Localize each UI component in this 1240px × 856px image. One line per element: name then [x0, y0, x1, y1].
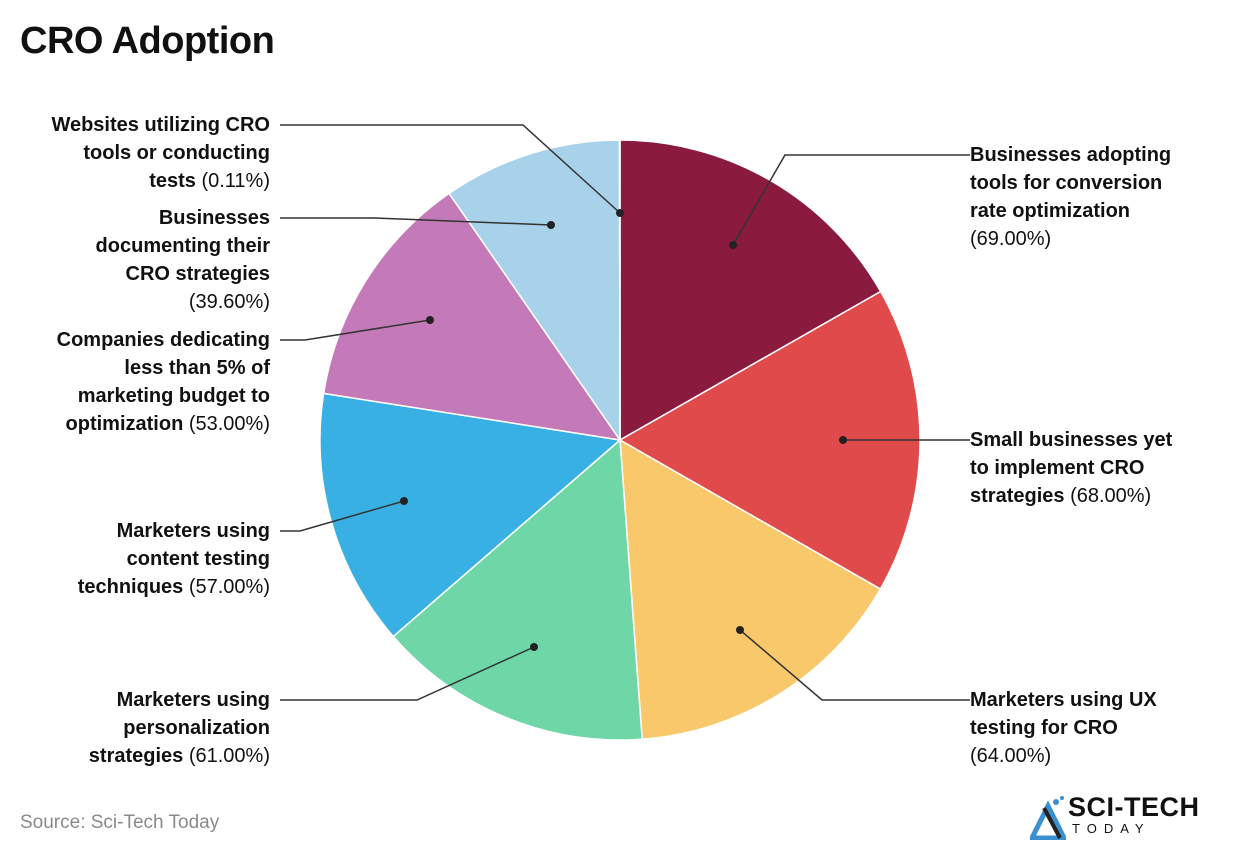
slice-label-text: less than 5% of	[124, 357, 270, 379]
pie-slice	[619, 438, 882, 740]
leader-line	[280, 217, 552, 226]
slice-label-last-line: strategies (61.00%)	[10, 742, 270, 770]
slice-value-label: (53.00%)	[188, 413, 270, 435]
slice-value-label: (61.00%)	[188, 745, 270, 767]
slice-label-line: to implement CRO	[970, 454, 1230, 482]
leader-line	[280, 500, 405, 532]
leader-dot	[729, 241, 737, 249]
pie-slice	[618, 139, 621, 441]
leader-line	[280, 319, 431, 341]
slice-label: Small businesses yet to implement CRO stra…	[970, 426, 1230, 510]
slice-label-text: optimization	[65, 413, 189, 435]
slice-label-last-line: (69.00%)	[970, 225, 1230, 253]
chart-title: CRO Adoption	[20, 20, 275, 62]
slice-label-line: Marketers using	[10, 686, 270, 714]
logo-icon	[1027, 796, 1069, 841]
slice-label-line: Businesses	[10, 204, 270, 232]
slice-label-text: documenting their	[95, 235, 270, 257]
slice-label-text: Marketers using	[116, 689, 270, 711]
slice-label-line: CRO strategies	[10, 260, 271, 288]
source-note: Source: Sci-Tech Today	[20, 812, 220, 833]
slice-label-text: Businesses adopting	[970, 144, 1172, 166]
slice-value-label: (64.00%)	[970, 745, 1052, 767]
slice-label-line: testing for CRO	[970, 714, 1230, 742]
sci-tech-today-logo: SCI-TECH TODAY	[1027, 792, 1210, 841]
slice-label-text: Companies dedicating	[56, 329, 270, 351]
slice-label-line: personalization	[10, 714, 270, 742]
slice-label-line: tools for conversion	[970, 169, 1230, 197]
leader-dot	[426, 316, 434, 324]
slice-label-line: rate optimization	[970, 197, 1230, 225]
slice-label-text: testing for CRO	[970, 717, 1118, 739]
slice-label: Companies dedicating less than 5% of marke…	[10, 326, 270, 438]
slice-label-text: rate optimization	[970, 200, 1131, 222]
leader-line	[280, 124, 621, 214]
slice-value-label: (57.00%)	[188, 576, 270, 598]
slice-label: Businesses adopting tools for conversion r…	[970, 141, 1230, 253]
slice-label-text: Marketers using	[116, 520, 270, 542]
slice-label-text: to implement CRO	[970, 457, 1145, 479]
slice-label-line: Small businesses yet	[970, 426, 1230, 454]
slice-label-last-line: strategies (68.00%)	[970, 482, 1230, 510]
pie-slice	[322, 192, 622, 442]
leader-line	[280, 646, 535, 701]
pie-slice	[448, 139, 621, 443]
slice-label-last-line: (39.60%)	[10, 288, 270, 316]
slice-label-text: tools for conversion	[970, 172, 1163, 194]
leader-dot	[400, 497, 408, 505]
slice-value-label: (68.00%)	[1070, 485, 1152, 507]
slice-label-text: Businesses	[158, 207, 270, 229]
slice-label: Marketers using content testing techniques…	[10, 517, 270, 601]
slice-label-text: Marketers using UX	[970, 689, 1157, 711]
slice-label-last-line: techniques (57.00%)	[10, 573, 270, 601]
slice-label-text: Small businesses yet	[970, 429, 1173, 451]
slice-label-line: Companies dedicating	[10, 326, 270, 354]
slice-label-text: content testing	[126, 548, 270, 570]
slice-label-line: Websites utilizing CRO	[10, 111, 270, 139]
slice-label-line: content testing	[10, 545, 270, 573]
slice-label-line: less than 5% of	[10, 354, 270, 382]
slice-label: Marketers using UX testing for CRO (64.00%…	[970, 686, 1230, 770]
leader-dot	[616, 209, 624, 217]
slice-value-label: (69.00%)	[970, 228, 1052, 250]
slice-label-text: Websites utilizing CRO	[51, 114, 270, 136]
slice-value-label: (39.60%)	[188, 291, 270, 313]
slice-label-text: CRO strategies	[125, 263, 271, 285]
slice-label-text: marketing budget to	[77, 385, 270, 407]
logo-subtext: TODAY	[1072, 821, 1151, 836]
slice-label-last-line: optimization (53.00%)	[10, 410, 270, 438]
leader-dot	[736, 626, 744, 634]
leader-dot	[839, 436, 847, 444]
pie-slice	[392, 438, 644, 741]
leader-dot	[530, 643, 538, 651]
slice-label: Marketers using personalization strategies…	[10, 686, 270, 770]
slice-label-line: Marketers using	[10, 517, 270, 545]
slice-label-text: techniques	[77, 576, 189, 598]
leader-dot	[547, 221, 555, 229]
leader-line	[732, 154, 970, 246]
slice-label: Websites utilizing CRO tools or conductin…	[10, 111, 270, 195]
slice-label-last-line: (64.00%)	[970, 742, 1230, 770]
slice-label-text: strategies	[88, 745, 189, 767]
slice-label-last-line: tests (0.11%)	[10, 167, 270, 195]
slice-label-line: documenting their	[10, 232, 270, 260]
slice-label-line: marketing budget to	[10, 382, 270, 410]
slice-label-line: tools or conducting	[10, 139, 270, 167]
slice-label-line: Marketers using UX	[970, 686, 1230, 714]
slice-label-line: Businesses adopting	[970, 141, 1230, 169]
slice-label-text: tools or conducting	[83, 142, 270, 164]
slice-label-text: tests	[149, 170, 202, 192]
slice-label-text: personalization	[123, 717, 270, 739]
logo-text: SCI-TECH	[1068, 792, 1200, 822]
slice-label: Businesses documenting their CRO strategie…	[10, 204, 270, 316]
slice-value-label: (0.11%)	[201, 170, 270, 192]
slice-label-text: strategies	[970, 485, 1071, 507]
leader-line	[739, 629, 970, 701]
